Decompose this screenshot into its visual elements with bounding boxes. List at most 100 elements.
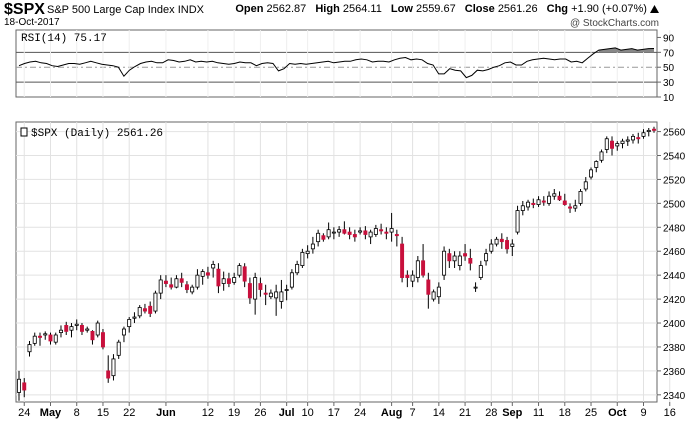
candle-body-up: [494, 238, 499, 245]
candle-body-up: [573, 205, 578, 209]
candle: [468, 248, 473, 271]
x-tick-label: May: [40, 407, 62, 419]
candle: [69, 323, 74, 338]
x-tick-label: 24: [18, 407, 30, 419]
candle: [389, 212, 394, 242]
candle-body-down: [499, 238, 504, 243]
candle-body-down: [347, 231, 352, 235]
candle: [599, 149, 604, 163]
x-tick-label: 19: [228, 407, 240, 419]
price-panel: 2340 2360 2380 2400 2420 2440 2460 2480 2500 2520…: [15, 121, 686, 419]
candle-body-up: [132, 316, 137, 319]
candle: [111, 354, 116, 381]
high-value: 2564.11: [342, 3, 382, 15]
candle: [17, 370, 21, 401]
candle: [80, 323, 84, 335]
rsi-y-tick-label: 90: [663, 33, 675, 44]
candle-body-up: [221, 278, 226, 284]
candle: [268, 289, 273, 300]
candle-body-up: [237, 265, 242, 276]
candle: [631, 133, 635, 144]
candle: [85, 326, 90, 333]
x-tick-label: 9: [640, 407, 646, 419]
candle: [394, 229, 399, 247]
candle-body-up: [190, 286, 195, 293]
candle-body-up: [95, 322, 100, 336]
rsi-grid: [16, 30, 671, 97]
candle: [27, 340, 32, 357]
open-label: Open: [235, 3, 264, 15]
candle: [373, 224, 378, 237]
candle-body-up: [331, 231, 336, 234]
candle-body-down: [352, 234, 357, 238]
candle: [421, 244, 426, 278]
candle-body-up: [32, 335, 37, 344]
rsi-y-axis: 10 30 50 70 90: [657, 33, 675, 104]
candle-body-up: [284, 289, 289, 291]
candle-body-up: [305, 250, 310, 255]
candle: [400, 236, 405, 283]
low-value: 2559.67: [415, 3, 456, 15]
change-value: +1.90 (+0.07%): [571, 3, 647, 15]
candle-body-up: [641, 132, 646, 137]
rsi-overbought-fill: [598, 47, 654, 53]
price-y-tick-label: 2380: [663, 343, 686, 354]
candle: [74, 319, 79, 331]
candle-body-down: [163, 280, 168, 284]
candle-body-up: [510, 243, 515, 247]
candle: [562, 193, 567, 206]
candle: [279, 279, 284, 309]
candle: [38, 332, 42, 346]
candle: [163, 275, 168, 288]
candle: [568, 203, 573, 213]
candle-body-up: [552, 193, 557, 197]
open-value: 2562.87: [266, 3, 307, 15]
candle-body-up: [174, 278, 179, 288]
candle-body-down: [100, 332, 105, 348]
candle-body-up: [415, 260, 420, 278]
candle: [547, 191, 552, 206]
price-grid: [16, 122, 671, 402]
candle: [142, 303, 147, 314]
candle-body-up: [27, 344, 32, 353]
candle-body-up: [59, 329, 63, 333]
candle-body-down: [106, 370, 111, 379]
candle: [200, 269, 205, 285]
candle: [116, 339, 121, 359]
candle-body-up: [536, 199, 541, 205]
candle: [190, 284, 195, 295]
candle-body-up: [121, 328, 126, 336]
candle-body-down: [426, 279, 431, 295]
candle: [22, 378, 27, 398]
x-tick-label: Sep: [502, 407, 522, 419]
candle: [221, 271, 226, 291]
candle-body-down: [557, 195, 562, 201]
x-tick-label: 12: [202, 407, 214, 419]
candle: [95, 320, 100, 338]
x-tick-label: 21: [459, 407, 471, 419]
candle-body-up: [442, 250, 447, 276]
candle-body-down: [247, 283, 252, 299]
candle-body-up: [410, 274, 415, 282]
candle-body-up: [389, 228, 394, 233]
x-tick-label: 18: [559, 407, 571, 419]
candle: [32, 332, 37, 346]
candle-body-down: [447, 253, 452, 262]
rsi-panel-title: RSI(14) 75.17: [21, 33, 107, 45]
candle: [121, 326, 126, 343]
candle: [573, 199, 578, 212]
price-panel-frame: [15, 121, 658, 403]
candle: [405, 270, 410, 288]
rsi-line: [18, 47, 655, 79]
candle: [90, 330, 95, 345]
candle-body-up: [526, 201, 531, 208]
candle-body-up: [295, 263, 300, 274]
candle: [48, 332, 53, 345]
candle: [169, 277, 174, 290]
x-tick-label: Aug: [381, 407, 402, 419]
candle: [43, 331, 48, 340]
candle: [646, 127, 651, 137]
candle-body-up: [153, 292, 158, 312]
candle-body-up: [615, 143, 620, 147]
candle: [368, 229, 373, 245]
